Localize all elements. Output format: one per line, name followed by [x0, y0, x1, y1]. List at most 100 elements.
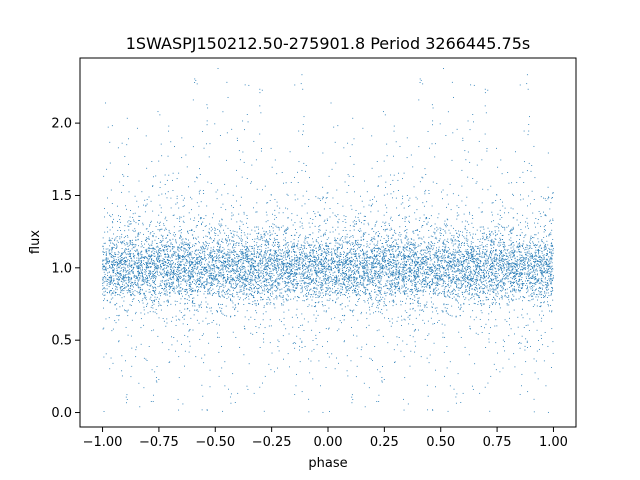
- data-point: [318, 254, 320, 256]
- data-point: [368, 233, 370, 235]
- data-point: [145, 296, 147, 298]
- data-point: [249, 279, 251, 281]
- data-point: [205, 215, 207, 217]
- data-point: [502, 282, 504, 284]
- data-point: [506, 269, 508, 271]
- data-point: [278, 254, 279, 256]
- data-point: [153, 289, 155, 291]
- data-point: [142, 266, 143, 268]
- data-point: [366, 251, 368, 253]
- data-point: [489, 257, 491, 259]
- data-point: [234, 263, 235, 265]
- data-point: [129, 251, 131, 252]
- data-point: [383, 229, 384, 231]
- data-point: [134, 281, 136, 283]
- data-point: [439, 123, 441, 125]
- data-point: [276, 173, 278, 175]
- data-point: [331, 168, 333, 170]
- data-point: [309, 255, 311, 257]
- data-point: [358, 255, 360, 257]
- data-point: [130, 278, 132, 280]
- data-point: [437, 267, 439, 269]
- data-point: [203, 248, 205, 250]
- data-point: [190, 196, 192, 198]
- data-point: [136, 291, 138, 292]
- data-point: [426, 286, 428, 288]
- data-point: [104, 242, 106, 244]
- data-point: [167, 265, 169, 267]
- data-point: [416, 262, 418, 263]
- data-point: [372, 253, 374, 255]
- data-point: [321, 297, 323, 298]
- data-point: [178, 246, 179, 248]
- data-point: [256, 233, 258, 234]
- data-point: [549, 219, 551, 221]
- data-point: [159, 261, 161, 263]
- data-point: [324, 219, 326, 221]
- data-point: [284, 231, 286, 233]
- data-point: [241, 176, 243, 178]
- data-point: [453, 388, 455, 390]
- data-point: [364, 264, 366, 266]
- data-point: [259, 280, 261, 282]
- data-point: [277, 250, 279, 252]
- data-point: [186, 262, 188, 264]
- data-point: [331, 248, 333, 250]
- data-point: [459, 235, 460, 237]
- data-point: [316, 260, 318, 262]
- data-point: [141, 256, 143, 258]
- data-point: [200, 201, 202, 203]
- data-point: [107, 258, 109, 260]
- data-point: [158, 214, 160, 216]
- data-point: [382, 335, 384, 337]
- data-point: [360, 244, 362, 246]
- data-point: [283, 245, 284, 247]
- data-point: [230, 283, 232, 285]
- data-point: [396, 279, 398, 281]
- data-point: [379, 248, 381, 250]
- data-point: [179, 290, 181, 292]
- data-point: [385, 181, 387, 183]
- data-point: [364, 274, 365, 276]
- data-point: [197, 259, 199, 260]
- data-point: [222, 271, 224, 273]
- data-point: [140, 263, 142, 264]
- data-point: [196, 263, 198, 265]
- data-point: [227, 257, 229, 259]
- data-point: [245, 249, 247, 251]
- data-point: [403, 292, 405, 294]
- data-point: [431, 306, 433, 308]
- data-point: [344, 278, 346, 280]
- data-point: [312, 251, 314, 253]
- data-point: [239, 228, 241, 230]
- data-point: [376, 244, 378, 246]
- data-point: [202, 266, 204, 268]
- data-point: [507, 249, 509, 251]
- data-point: [352, 235, 354, 237]
- data-point: [224, 265, 225, 267]
- data-point: [326, 268, 328, 269]
- data-point: [513, 255, 514, 257]
- data-point: [409, 265, 411, 267]
- data-point: [281, 303, 283, 305]
- data-point: [542, 271, 544, 273]
- data-point: [461, 291, 463, 293]
- data-point: [472, 256, 474, 257]
- data-point: [202, 276, 204, 278]
- data-point: [254, 226, 256, 228]
- data-point: [489, 288, 491, 290]
- data-point: [203, 269, 205, 271]
- data-point: [141, 284, 143, 286]
- data-point: [403, 398, 404, 400]
- data-point: [495, 235, 496, 237]
- data-point: [501, 280, 503, 282]
- data-point: [344, 261, 346, 262]
- data-point: [189, 283, 191, 285]
- data-point: [414, 329, 416, 331]
- data-point: [140, 327, 142, 329]
- data-point: [390, 237, 392, 239]
- data-point: [273, 255, 275, 257]
- data-point: [139, 291, 141, 293]
- data-point: [255, 281, 256, 283]
- data-point: [520, 263, 522, 265]
